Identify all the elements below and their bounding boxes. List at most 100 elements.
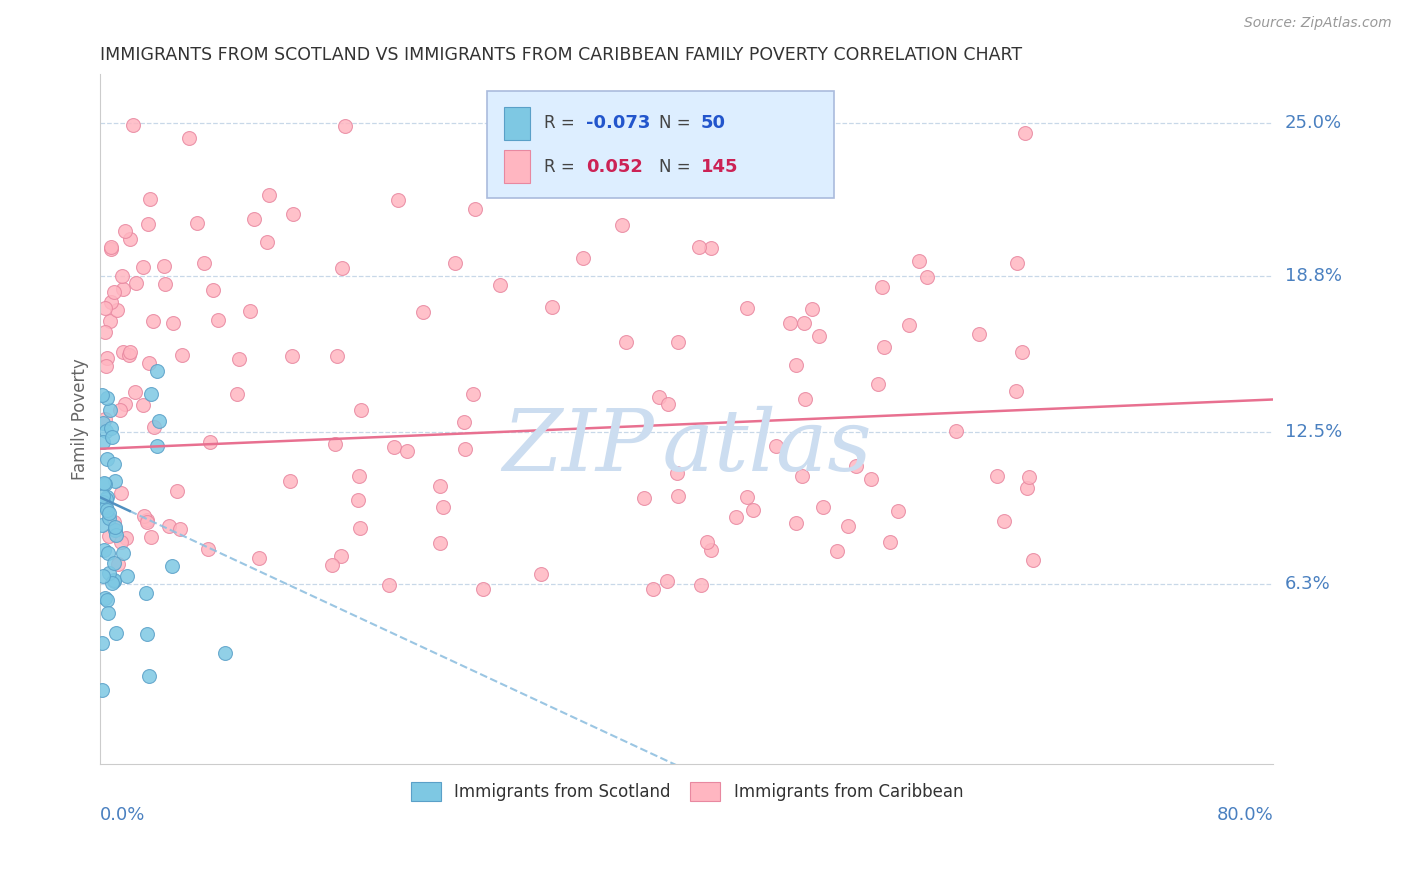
Point <box>160 558 183 573</box>
Point <box>110 485 132 500</box>
Point <box>131 398 153 412</box>
Point <box>103 573 125 587</box>
Point <box>104 527 127 541</box>
Point <box>93 543 115 558</box>
Point <box>1004 384 1026 399</box>
Point <box>412 304 434 318</box>
Text: 25.0%: 25.0% <box>1285 114 1341 132</box>
Point <box>1015 481 1038 495</box>
Point <box>157 519 180 533</box>
Point <box>610 218 633 232</box>
Point <box>193 256 215 270</box>
Text: 12.5%: 12.5% <box>1285 423 1341 441</box>
Point <box>100 240 122 254</box>
Point <box>98 402 121 417</box>
Point <box>281 349 304 363</box>
Point <box>153 277 176 292</box>
Point <box>115 569 138 583</box>
Point <box>93 475 115 490</box>
Point <box>1022 553 1045 567</box>
Point <box>785 358 807 372</box>
Point <box>845 458 868 473</box>
Legend: Immigrants from Scotland, Immigrants from Caribbean: Immigrants from Scotland, Immigrants fro… <box>404 775 970 807</box>
Point <box>103 285 125 299</box>
Point <box>735 301 758 315</box>
Point <box>97 529 120 543</box>
Point <box>101 430 124 444</box>
Point <box>648 390 671 404</box>
Point <box>330 261 353 276</box>
Point <box>91 434 114 449</box>
Point <box>138 192 160 206</box>
Point <box>350 403 373 417</box>
Point <box>96 592 118 607</box>
Point <box>239 304 262 318</box>
Point <box>915 270 938 285</box>
Point <box>688 240 710 254</box>
Point <box>162 316 184 330</box>
Point <box>104 474 127 488</box>
Point <box>124 385 146 400</box>
Point <box>186 215 208 229</box>
Point <box>330 549 353 564</box>
Point <box>887 504 910 518</box>
Text: R =: R = <box>544 158 579 176</box>
Point <box>396 444 419 458</box>
Text: 6.3%: 6.3% <box>1285 575 1330 593</box>
Point <box>179 131 201 145</box>
Point <box>115 531 138 545</box>
Point <box>993 514 1015 528</box>
Point <box>97 546 120 560</box>
Text: ZIP atlas: ZIP atlas <box>502 406 872 488</box>
Point <box>725 510 748 524</box>
Y-axis label: Family Poverty: Family Poverty <box>72 359 89 480</box>
Point <box>143 420 166 434</box>
Point <box>96 451 118 466</box>
Point <box>96 351 118 365</box>
Point <box>101 576 124 591</box>
Point <box>837 518 859 533</box>
Point <box>785 516 807 530</box>
Point <box>103 556 125 570</box>
Point <box>256 235 278 249</box>
Point <box>321 558 343 573</box>
Point <box>93 417 115 431</box>
Point <box>908 253 931 268</box>
Point <box>142 314 165 328</box>
Point <box>541 301 564 315</box>
Point <box>641 582 664 596</box>
Point <box>90 387 112 401</box>
Point <box>98 506 121 520</box>
Point <box>333 119 356 133</box>
Point <box>120 232 142 246</box>
Point <box>94 412 117 426</box>
Point <box>104 520 127 534</box>
Point <box>202 283 225 297</box>
Text: 50: 50 <box>702 114 725 132</box>
Point <box>873 340 896 354</box>
Point <box>94 500 117 514</box>
Point <box>453 442 475 456</box>
Point <box>825 544 848 558</box>
Point <box>281 207 304 221</box>
Point <box>111 546 134 560</box>
Point <box>225 387 247 401</box>
Point <box>94 591 117 605</box>
Point <box>945 425 967 439</box>
Point <box>96 392 118 406</box>
Point <box>91 495 114 509</box>
Point <box>429 479 451 493</box>
Point <box>125 276 148 290</box>
Point <box>111 268 134 283</box>
Point <box>112 344 135 359</box>
Point <box>138 356 160 370</box>
Point <box>94 325 117 339</box>
Point <box>111 282 134 296</box>
Point <box>1005 255 1028 269</box>
Point <box>90 683 112 698</box>
Point <box>96 490 118 504</box>
Text: -0.073: -0.073 <box>586 114 651 132</box>
Point <box>118 348 141 362</box>
Point <box>243 212 266 227</box>
Point <box>100 421 122 435</box>
